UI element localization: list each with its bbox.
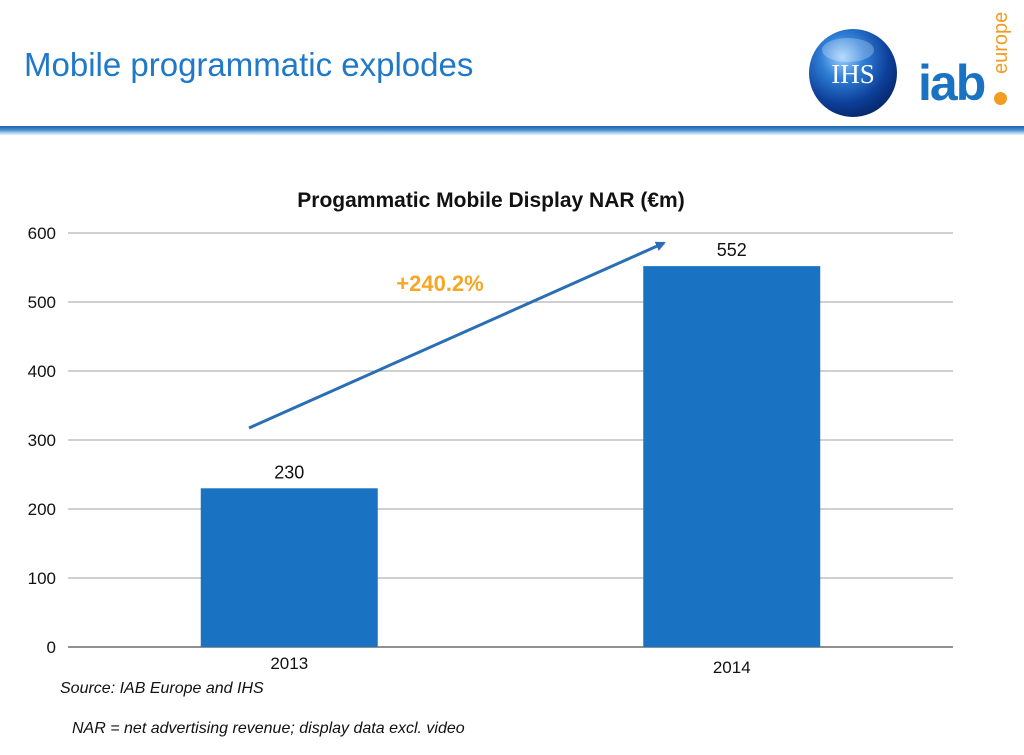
chart-title: Progammatic Mobile Display NAR (€m)	[297, 189, 684, 212]
y-tick-label: 300	[28, 431, 56, 450]
data-label: 552	[717, 240, 747, 260]
ihs-logo-text: IHS	[831, 59, 875, 89]
y-tick-label: 500	[28, 293, 56, 312]
y-tick-label: 600	[28, 224, 56, 243]
x-tick-label: 2013	[270, 654, 308, 673]
bar-2014	[643, 266, 821, 647]
y-tick-label: 100	[28, 569, 56, 588]
iab-europe-logo: iab europe	[918, 12, 1018, 114]
y-tick-label: 200	[28, 500, 56, 519]
ihs-logo: IHS	[808, 28, 898, 118]
bar-2013	[200, 488, 378, 647]
data-label: 230	[274, 462, 304, 482]
y-tick-label: 0	[47, 638, 56, 657]
x-tick-label: 2014	[713, 658, 751, 677]
growth-arrow	[248, 241, 666, 430]
iab-logo-dot	[994, 92, 1007, 105]
y-axis: 0 100 200 300 400 500 600	[28, 224, 56, 657]
bars: 230 552	[200, 240, 821, 647]
source-note: Source: IAB Europe and IHS	[60, 680, 264, 697]
growth-annotation: +240.2%	[248, 241, 666, 430]
slide-title: Mobile programmatic explodes	[24, 46, 474, 83]
y-tick-label: 400	[28, 362, 56, 381]
footnote: NAR = net advertising revenue; display d…	[72, 720, 465, 737]
x-axis: 2013 2014	[270, 654, 750, 677]
header-rule	[0, 126, 1024, 135]
growth-label: +240.2%	[396, 271, 483, 296]
iab-logo-text: iab	[918, 55, 986, 111]
